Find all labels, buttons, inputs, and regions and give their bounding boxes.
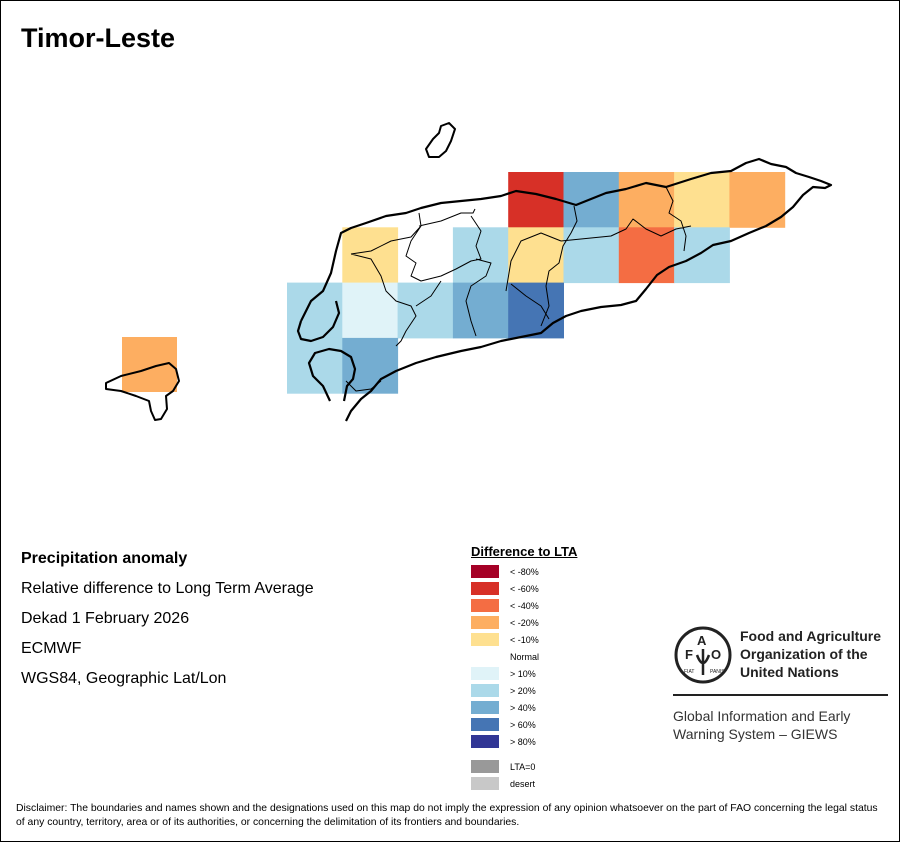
legend-label: < -80%	[510, 566, 539, 577]
legend-swatch	[471, 616, 499, 629]
legend-label: LTA=0	[510, 761, 536, 772]
legend-swatch	[471, 735, 499, 748]
legend-item: > 40%	[471, 699, 577, 716]
legend-label: > 10%	[510, 668, 536, 679]
legend-label: < -40%	[510, 600, 539, 611]
anomaly-cell-oecusse	[122, 337, 177, 392]
legend-item: < -20%	[471, 614, 577, 631]
oecusse-outline	[105, 362, 180, 421]
legend-label: > 20%	[510, 685, 536, 696]
anomaly-cell	[342, 282, 399, 339]
legend-item: > 80%	[471, 733, 577, 750]
legend-item: < -60%	[471, 580, 577, 597]
border-west-timor	[307, 347, 357, 402]
svg-text:FIAT: FIAT	[684, 669, 694, 675]
legend-swatch	[471, 582, 499, 595]
anomaly-cell	[452, 227, 509, 284]
anomaly-cell	[342, 227, 399, 284]
legend-label: < -60%	[510, 583, 539, 594]
anomaly-cell	[452, 282, 509, 339]
anomaly-cell	[508, 172, 564, 228]
logo-divider	[673, 694, 888, 696]
legend-item: > 20%	[471, 682, 577, 699]
svg-text:PANIS: PANIS	[710, 669, 725, 675]
giews-line: Warning System – GIEWS	[673, 726, 838, 742]
legend-swatch	[471, 777, 499, 790]
anomaly-cell	[618, 227, 675, 284]
coast-west	[296, 300, 341, 343]
disclaimer: Disclaimer: The boundaries and names sho…	[16, 803, 878, 828]
org-name-line: Organization of the	[740, 646, 868, 662]
legend-item: LTA=0	[471, 758, 577, 775]
info-source: ECMWF	[21, 640, 82, 657]
legend-item: < -40%	[471, 597, 577, 614]
anomaly-cell	[674, 172, 730, 228]
legend-swatch	[471, 701, 499, 714]
anomaly-cell	[508, 227, 564, 284]
atauro-island-outline	[425, 122, 456, 158]
legend-swatch	[471, 599, 499, 612]
district-boundaries	[345, 186, 692, 392]
info-description: Relative difference to Long Term Average	[21, 580, 314, 597]
legend: Difference to LTA < -80% < -60% < -40% < -2…	[471, 544, 577, 792]
svg-text:F: F	[685, 647, 693, 662]
legend-swatch	[471, 684, 499, 697]
legend-swatch	[471, 667, 499, 680]
giews-name: Global Information and Early Warning Sys…	[673, 707, 850, 743]
info-period: Dekad 1 February 2026	[21, 610, 190, 627]
legend-label: < -10%	[510, 634, 539, 645]
anomaly-cell	[397, 282, 454, 339]
legend-swatch	[471, 760, 499, 773]
legend-label: < -20%	[510, 617, 539, 628]
legend-item: Normal	[471, 648, 577, 665]
info-heading: Precipitation anomaly	[21, 550, 188, 567]
legend-item: > 10%	[471, 665, 577, 682]
anomaly-cell	[287, 337, 343, 394]
fao-logo: F A O FIAT PANIS	[674, 626, 732, 684]
org-name-line: Food and Agriculture	[740, 628, 882, 644]
anomaly-cell	[674, 227, 730, 284]
svg-text:A: A	[697, 633, 707, 648]
anomaly-cell	[287, 282, 343, 339]
legend-item: < -80%	[471, 563, 577, 580]
legend-item: desert	[471, 775, 577, 792]
legend-swatch	[471, 718, 499, 731]
giews-line: Global Information and Early	[673, 708, 851, 724]
legend-label: Normal	[510, 651, 540, 662]
anomaly-cell	[618, 172, 675, 228]
legend-title: Difference to LTA	[471, 544, 578, 559]
svg-text:O: O	[711, 647, 721, 662]
legend-label: desert	[510, 778, 536, 789]
legend-item: > 60%	[471, 716, 577, 733]
anomaly-grid	[122, 172, 786, 394]
org-name-line: United Nations	[740, 664, 839, 680]
legend-swatch	[471, 650, 499, 663]
anomaly-cell	[729, 172, 786, 228]
organization-name: Food and Agriculture Organization of the…	[740, 627, 881, 681]
anomaly-cell	[342, 337, 399, 394]
legend-label: > 60%	[510, 719, 536, 730]
map-title: Timor-Leste	[21, 23, 176, 53]
anomaly-map	[105, 122, 833, 422]
country-outline-main	[300, 157, 833, 422]
anomaly-cell	[508, 282, 564, 339]
legend-label: > 40%	[510, 702, 536, 713]
legend-swatch	[471, 633, 499, 646]
legend-swatch	[471, 565, 499, 578]
legend-label: > 80%	[510, 736, 536, 747]
info-projection: WGS84, Geographic Lat/Lon	[21, 670, 227, 687]
legend-item: < -10%	[471, 631, 577, 648]
